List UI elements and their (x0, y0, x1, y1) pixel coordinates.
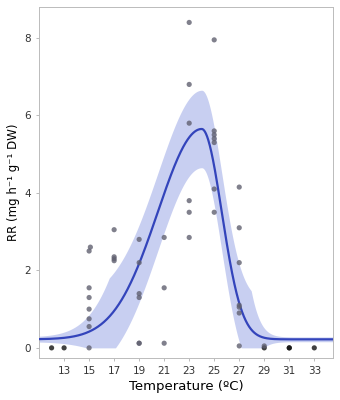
Point (112, 256, 117, 262)
Point (86, 323, 92, 330)
Point (211, 136, 217, 142)
Point (86, 306, 92, 312)
Point (112, 226, 117, 233)
Point (237, 343, 242, 349)
Point (237, 260, 242, 266)
Point (186, 234, 192, 241)
Point (261, 345, 267, 351)
Point (86, 294, 92, 301)
Point (136, 340, 142, 346)
Point (136, 340, 142, 346)
Point (186, 81, 192, 88)
Point (237, 310, 242, 316)
Point (186, 209, 192, 216)
Point (211, 132, 217, 138)
Point (162, 234, 167, 241)
Point (237, 302, 242, 308)
Point (287, 345, 292, 351)
Point (211, 37, 217, 43)
Point (162, 340, 167, 346)
Point (211, 186, 217, 192)
Point (136, 236, 142, 242)
Point (237, 224, 242, 231)
Point (287, 345, 292, 351)
Point (261, 343, 267, 349)
Point (136, 260, 142, 266)
Point (211, 128, 217, 134)
Point (211, 209, 217, 216)
X-axis label: Temperature (ºC): Temperature (ºC) (129, 380, 243, 393)
Point (186, 198, 192, 204)
Point (49, 345, 54, 351)
Point (162, 285, 167, 291)
Point (186, 19, 192, 26)
Point (86, 316, 92, 322)
Point (136, 290, 142, 297)
Point (136, 294, 142, 301)
Point (112, 254, 117, 260)
Point (112, 258, 117, 264)
Point (86, 285, 92, 291)
Point (186, 120, 192, 126)
Point (86, 248, 92, 254)
Y-axis label: RR (mg h⁻¹ g⁻¹ DW): RR (mg h⁻¹ g⁻¹ DW) (7, 124, 20, 241)
Point (237, 184, 242, 190)
Point (211, 139, 217, 146)
Point (237, 304, 242, 310)
Point (86, 345, 92, 351)
Point (311, 345, 317, 351)
Point (88, 244, 93, 250)
Point (61, 345, 67, 351)
